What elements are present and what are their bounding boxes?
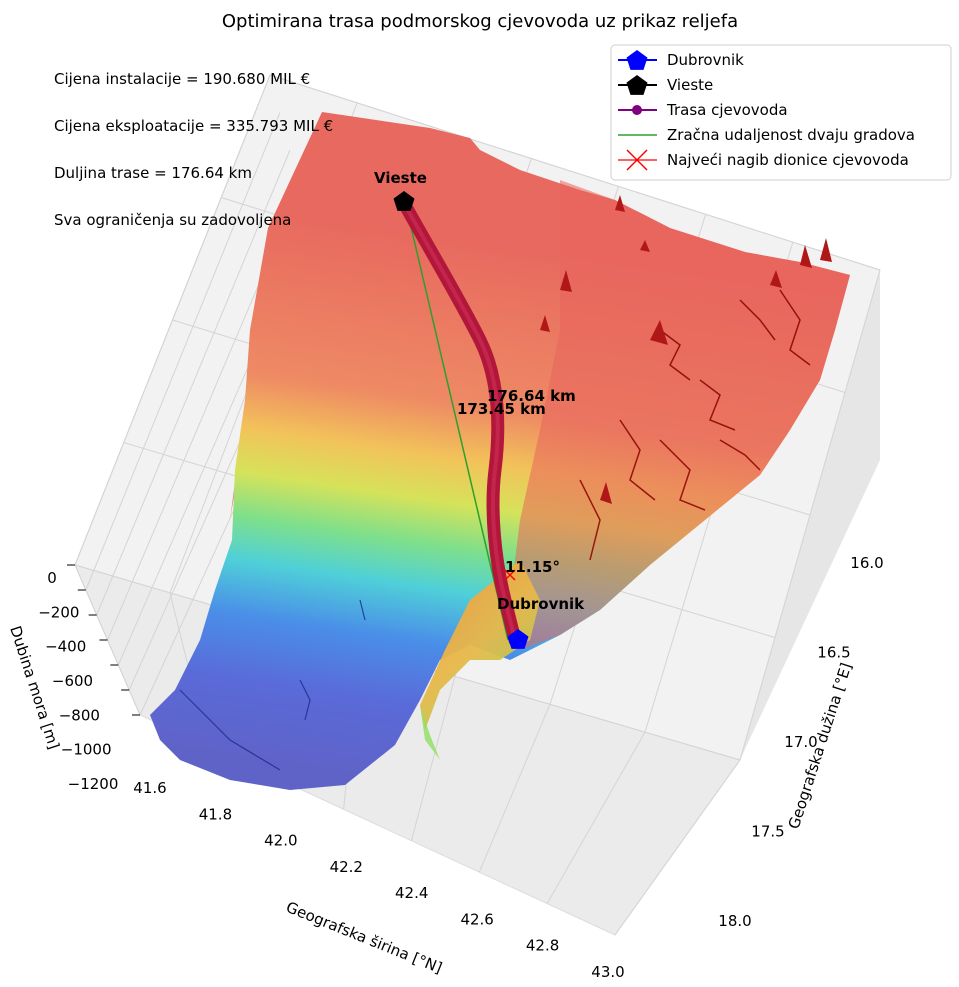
x-tick-label: 41.8: [199, 805, 232, 823]
info-line: Duljina trase = 176.64 km: [54, 164, 252, 182]
info-text: Cijena instalacije = 190.680 MIL € Cijena…: [54, 70, 333, 229]
z-tick-label: −1200: [68, 775, 119, 793]
x-tick-label: 42.8: [526, 937, 559, 955]
x-tick-label: 43.0: [591, 963, 624, 981]
z-tick-label: −400: [45, 638, 86, 656]
max-slope-annotation: 11.15°: [505, 558, 560, 576]
info-line: Sva ograničenja su zadovoljena: [54, 211, 291, 229]
legend-label: Najveći nagib dionice cjevovoda: [667, 151, 909, 169]
legend-label: Vieste: [667, 76, 713, 94]
x-tick-label: 42.4: [395, 884, 428, 902]
x-tick-label: 42.2: [330, 858, 363, 876]
z-tick-label: −200: [38, 603, 79, 621]
chart-title: Optimirana trasa podmorskog cjevovoda uz…: [222, 11, 738, 32]
dubrovnik-label: Dubrovnik: [497, 595, 585, 613]
legend: Dubrovnik Vieste Trasa cjevovoda Zračna uda…: [610, 44, 952, 181]
vieste-label: Vieste: [374, 169, 427, 187]
x-tick-label: 42.0: [264, 832, 297, 850]
z-tick-label: −600: [52, 672, 93, 690]
z-axis-ticks: 0 −200 −400 −600 −800 −1000 −1200: [38, 564, 140, 793]
gridline-x: [478, 704, 551, 873]
air-distance-line: [406, 209, 509, 641]
legend-pentagon-marker: [626, 50, 648, 70]
air-distance-annotation: 173.45 km: [457, 400, 546, 418]
gridline-z: [96, 149, 291, 616]
x-axis-ticks: 41.6 41.8 42.0 42.2 42.4 42.6 42.8 43.0: [133, 779, 624, 981]
legend-circle-marker: [632, 105, 642, 115]
legend-pentagon-marker: [626, 75, 648, 95]
y-tick-label: 16.5: [817, 644, 850, 662]
route-length-annotation: 176.64 km: [487, 387, 576, 405]
z-tick-label: −1000: [61, 741, 112, 759]
legend-x-marker: [626, 149, 648, 171]
gridline-x: [614, 759, 741, 936]
dubrovnik-marker: [507, 629, 529, 649]
legend-label: Zračna udaljenost dvaju gradova: [667, 126, 915, 144]
y-tick-label: 16.0: [850, 554, 883, 572]
gridline-z: [74, 74, 271, 566]
y-tick-label: 17.5: [751, 823, 784, 841]
city-markers: [393, 191, 529, 649]
gridline-z: [85, 112, 281, 591]
x-tick-label: 42.6: [460, 910, 493, 928]
pipeline-route-highlight: [403, 203, 517, 642]
x-axis-label: Geografska širina [°N]: [284, 898, 445, 977]
gridline-y: [269, 74, 881, 271]
gridline-x: [546, 731, 646, 904]
gridline-x: [410, 676, 456, 841]
z-tick-label: 0: [47, 569, 57, 587]
legend-label: Trasa cjevovoda: [666, 101, 788, 119]
max-slope-marker: [504, 569, 516, 581]
x-tick-label: 41.6: [133, 779, 166, 797]
vieste-marker: [393, 191, 415, 211]
y-tick-label: 18.0: [718, 912, 751, 930]
y-tick-label: 17.0: [784, 733, 817, 751]
legend-label: Dubrovnik: [667, 51, 744, 69]
z-tick-label: −800: [59, 706, 100, 724]
y-axis-ticks: 16.0 16.5 17.0 17.5 18.0: [718, 554, 883, 930]
info-line: Cijena instalacije = 190.680 MIL €: [54, 70, 310, 88]
info-line: Cijena eksploatacije = 335.793 MIL €: [54, 117, 333, 135]
